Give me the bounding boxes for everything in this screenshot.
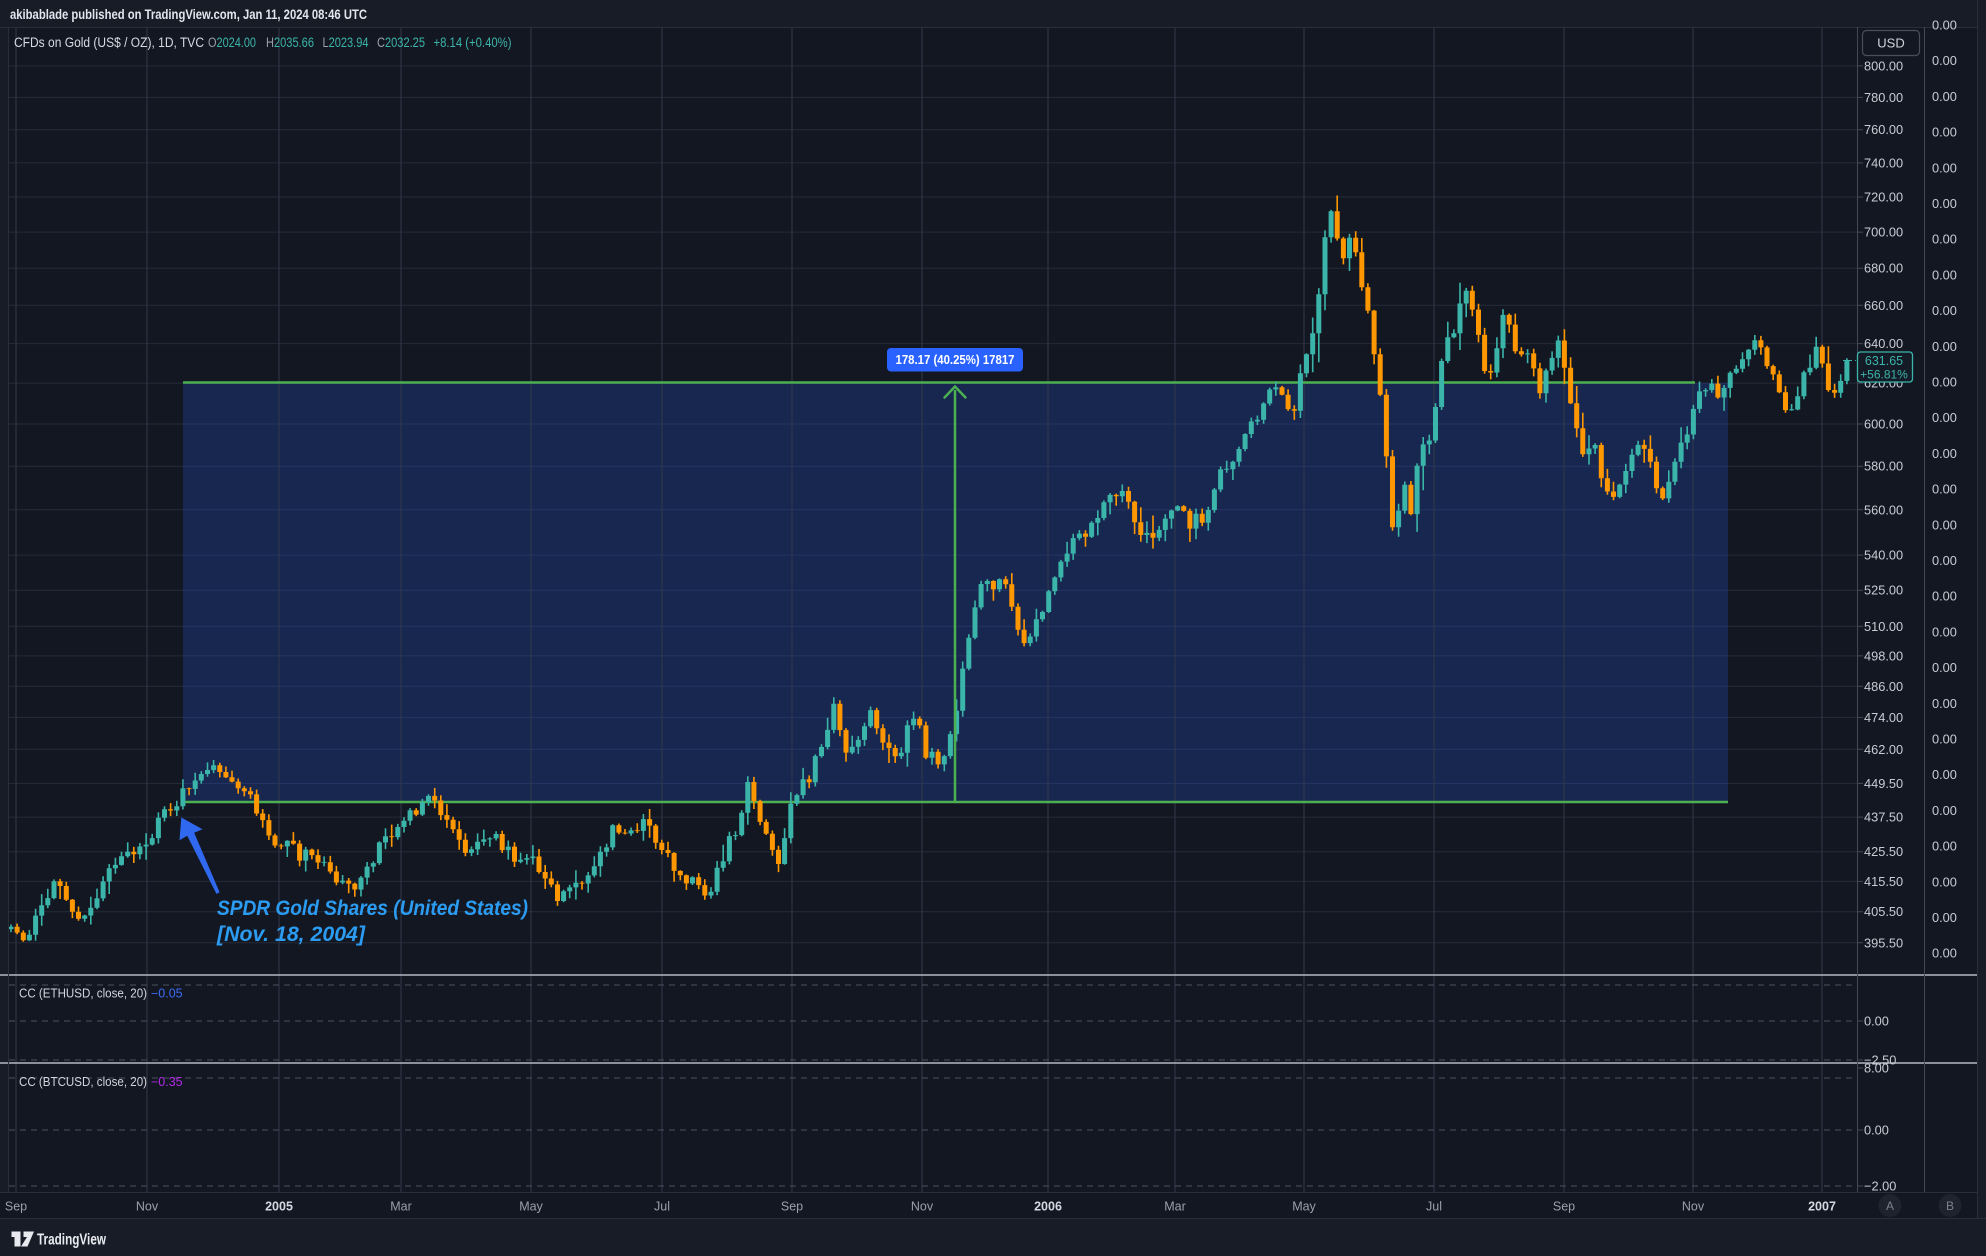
svg-text:780.00: 780.00 — [1864, 90, 1903, 105]
svg-text:0.00: 0.00 — [1932, 482, 1957, 497]
svg-text:415.50: 415.50 — [1864, 874, 1903, 889]
svg-text:0.00: 0.00 — [1932, 89, 1957, 104]
svg-text:−2.50: −2.50 — [1864, 1053, 1896, 1068]
svg-text:+56.81%: +56.81% — [1860, 368, 1908, 382]
svg-text:0.00: 0.00 — [1932, 446, 1957, 461]
svg-text:CC (BTCUSD, close, 20): CC (BTCUSD, close, 20) — [19, 1075, 147, 1089]
svg-text:Jul: Jul — [1426, 1200, 1442, 1214]
svg-text:0.00: 0.00 — [1932, 303, 1957, 318]
svg-text:0.00: 0.00 — [1932, 267, 1957, 282]
svg-text:0.00: 0.00 — [1932, 767, 1957, 782]
svg-text:720.00: 720.00 — [1864, 190, 1903, 205]
svg-text:525.00: 525.00 — [1864, 583, 1903, 598]
svg-text:2007: 2007 — [1808, 1200, 1836, 1214]
svg-text:Jul: Jul — [654, 1200, 670, 1214]
svg-text:SPDR Gold Shares (United State: SPDR Gold Shares (United States) — [217, 896, 528, 920]
svg-text:0.00: 0.00 — [1864, 1123, 1889, 1138]
svg-text:[Nov. 18, 2004]: [Nov. 18, 2004] — [216, 922, 366, 946]
svg-text:2006: 2006 — [1034, 1200, 1062, 1214]
svg-text:−0.05: −0.05 — [151, 987, 183, 1001]
svg-text:0.00: 0.00 — [1932, 660, 1957, 675]
svg-text:0.00: 0.00 — [1932, 553, 1957, 568]
svg-text:B: B — [1946, 1199, 1954, 1213]
svg-text:510.00: 510.00 — [1864, 619, 1903, 634]
svg-text:0.00: 0.00 — [1932, 18, 1957, 33]
svg-text:498.00: 498.00 — [1864, 648, 1903, 663]
svg-text:660.00: 660.00 — [1864, 298, 1903, 313]
svg-text:−2.00: −2.00 — [1864, 1179, 1896, 1194]
svg-text:0.00: 0.00 — [1932, 732, 1957, 747]
svg-text:580.00: 580.00 — [1864, 459, 1903, 474]
svg-text:H2035.66: H2035.66 — [266, 35, 314, 50]
svg-text:425.50: 425.50 — [1864, 844, 1903, 859]
svg-text:May: May — [519, 1200, 543, 1214]
svg-text:395.50: 395.50 — [1864, 935, 1903, 950]
svg-text:437.50: 437.50 — [1864, 810, 1903, 825]
svg-text:0.00: 0.00 — [1932, 339, 1957, 354]
svg-text:449.50: 449.50 — [1864, 776, 1903, 791]
svg-text:0.00: 0.00 — [1864, 1014, 1889, 1029]
svg-text:0.00: 0.00 — [1932, 696, 1957, 711]
svg-text:0.00: 0.00 — [1932, 839, 1957, 854]
svg-text:405.50: 405.50 — [1864, 904, 1903, 919]
svg-text:0.00: 0.00 — [1932, 589, 1957, 604]
svg-text:0.00: 0.00 — [1932, 946, 1957, 961]
svg-text:+8.14 (+0.40%): +8.14 (+0.40%) — [434, 35, 512, 50]
svg-text:0.00: 0.00 — [1932, 910, 1957, 925]
svg-text:0.00: 0.00 — [1932, 196, 1957, 211]
svg-text:2005: 2005 — [265, 1200, 293, 1214]
svg-text:Nov: Nov — [136, 1200, 159, 1214]
svg-text:462.00: 462.00 — [1864, 742, 1903, 757]
svg-text:0.00: 0.00 — [1932, 874, 1957, 889]
svg-text:486.00: 486.00 — [1864, 679, 1903, 694]
svg-text:Nov: Nov — [911, 1200, 934, 1214]
svg-text:0.00: 0.00 — [1932, 160, 1957, 175]
svg-text:Sep: Sep — [781, 1200, 803, 1214]
svg-text:560.00: 560.00 — [1864, 502, 1903, 517]
svg-text:640.00: 640.00 — [1864, 336, 1903, 351]
svg-text:Mar: Mar — [1164, 1200, 1186, 1214]
svg-text:A: A — [1886, 1199, 1894, 1213]
svg-text:0.00: 0.00 — [1932, 517, 1957, 532]
svg-text:O2024.00: O2024.00 — [208, 35, 256, 50]
svg-text:CC (ETHUSD, close, 20): CC (ETHUSD, close, 20) — [19, 987, 147, 1001]
svg-text:akibablade published on Tradin: akibablade published on TradingView.com,… — [10, 7, 367, 22]
svg-text:680.00: 680.00 — [1864, 261, 1903, 276]
svg-text:0.00: 0.00 — [1932, 125, 1957, 140]
svg-text:8.00: 8.00 — [1864, 1061, 1889, 1076]
svg-text:May: May — [1292, 1200, 1316, 1214]
svg-text:USD: USD — [1877, 36, 1904, 51]
svg-text:0.00: 0.00 — [1932, 803, 1957, 818]
svg-text:631.65: 631.65 — [1865, 354, 1903, 368]
svg-text:0.00: 0.00 — [1932, 375, 1957, 390]
svg-text:0.00: 0.00 — [1932, 624, 1957, 639]
svg-text:TradingView: TradingView — [37, 1232, 107, 1249]
svg-text:740.00: 740.00 — [1864, 155, 1903, 170]
svg-text:700.00: 700.00 — [1864, 225, 1903, 240]
svg-text:−0.35: −0.35 — [151, 1075, 183, 1089]
svg-text:0.00: 0.00 — [1932, 410, 1957, 425]
svg-text:800.00: 800.00 — [1864, 58, 1903, 73]
svg-text:600.00: 600.00 — [1864, 417, 1903, 432]
svg-text:540.00: 540.00 — [1864, 548, 1903, 563]
svg-text:Nov: Nov — [1682, 1200, 1705, 1214]
svg-text:474.00: 474.00 — [1864, 710, 1903, 725]
svg-text:L2023.94: L2023.94 — [323, 35, 369, 50]
svg-text:Sep: Sep — [1553, 1200, 1575, 1214]
svg-text:760.00: 760.00 — [1864, 122, 1903, 137]
svg-text:Mar: Mar — [390, 1200, 412, 1214]
svg-text:CFDs on Gold (US$ / OZ), 1D, T: CFDs on Gold (US$ / OZ), 1D, TVC — [14, 35, 204, 50]
svg-text:0.00: 0.00 — [1932, 232, 1957, 247]
svg-text:Sep: Sep — [5, 1200, 27, 1214]
svg-text:0.00: 0.00 — [1932, 53, 1957, 68]
svg-text:178.17 (40.25%) 17817: 178.17 (40.25%) 17817 — [896, 352, 1015, 367]
svg-text:C2032.25: C2032.25 — [377, 35, 425, 50]
